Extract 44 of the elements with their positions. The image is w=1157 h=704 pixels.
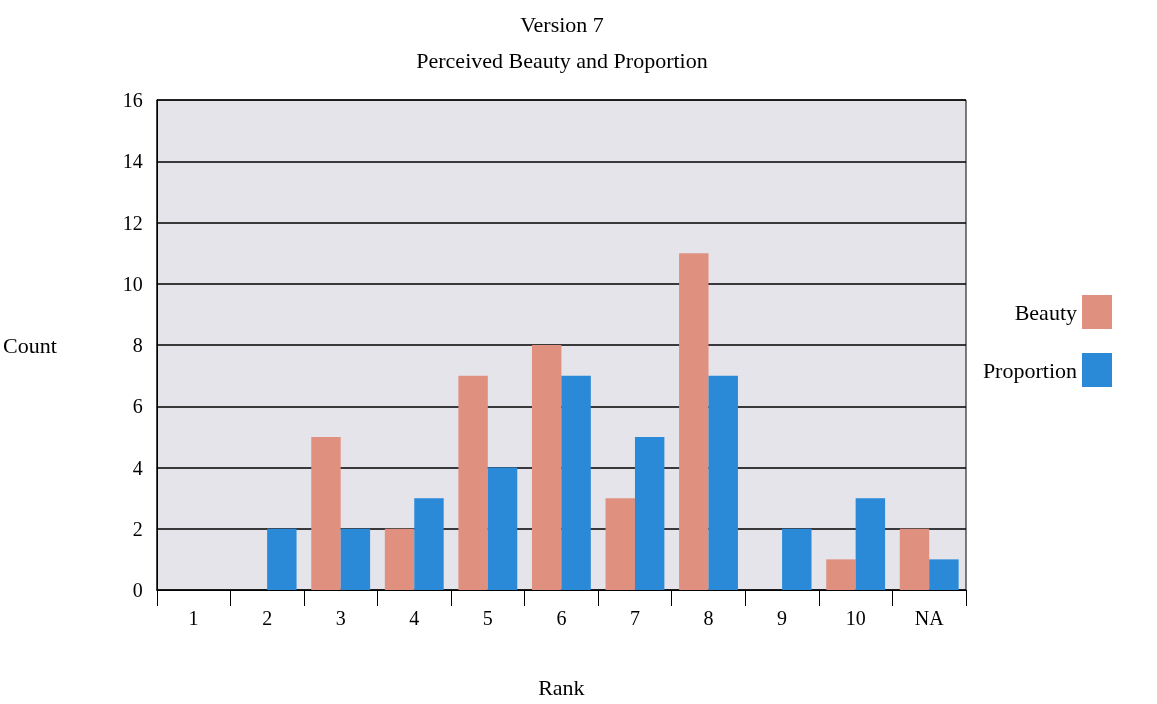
y-tick-label: 0 [132, 579, 143, 601]
y-tick-label: 8 [132, 334, 143, 356]
y-tick-label: 2 [132, 517, 143, 540]
bar [634, 436, 665, 590]
legend-label: Proportion [982, 357, 1077, 383]
bar [384, 528, 415, 590]
bar [899, 528, 930, 590]
legend-label: Beauty [1014, 299, 1077, 325]
bar [458, 375, 488, 590]
x-axis-title: Rank [538, 674, 585, 700]
bar [531, 345, 562, 590]
x-tick-label: 7 [629, 607, 640, 629]
x-tick-label: 8 [703, 607, 714, 629]
bar [826, 559, 856, 590]
bar [561, 375, 591, 590]
bar [855, 498, 886, 590]
chart-subtitle: Perceived Beauty and Proportion [416, 47, 708, 73]
bar [340, 528, 371, 590]
y-tick-label: 12 [122, 211, 143, 234]
x-tick-label: 10 [845, 607, 866, 629]
bar [267, 528, 297, 590]
y-tick-label: 16 [122, 89, 143, 111]
bar [708, 375, 738, 590]
bar [782, 528, 812, 590]
x-tick-label: 5 [482, 607, 493, 629]
x-tick-label: 6 [556, 607, 567, 629]
bar [679, 253, 709, 590]
y-tick-label: 14 [122, 150, 143, 173]
y-tick-label: 6 [132, 395, 143, 418]
chart-title: Version 7 [520, 11, 604, 37]
y-axis-title: Count [2, 332, 57, 358]
bar [929, 559, 959, 590]
bar [311, 436, 341, 590]
bar [414, 498, 444, 590]
x-tick-label: 4 [409, 607, 420, 629]
x-tick-label: 3 [335, 607, 346, 629]
y-tick-label: 4 [132, 456, 143, 479]
y-tick-label: 10 [122, 272, 143, 295]
bar [605, 498, 635, 590]
x-tick-label: 1 [188, 607, 199, 629]
x-tick-label: NA [914, 607, 945, 629]
x-tick-label: 9 [777, 607, 788, 629]
bar [487, 467, 518, 590]
x-tick-label: 2 [262, 607, 273, 629]
